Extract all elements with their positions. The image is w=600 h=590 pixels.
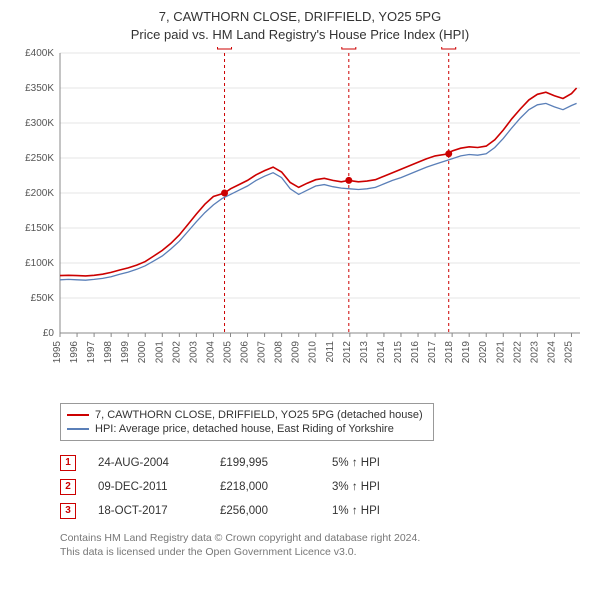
x-tick-label: 1995 [52,341,63,364]
chart-area: £0 £50K £100K £150K £200K £250K £300K £350K £400… [10,47,590,397]
line-chart-svg: £0 £50K £100K £150K £200K £250K £300K £350K £400… [10,47,590,397]
y-tick-label: £0 [43,328,55,339]
marker-box-label: 2 [346,47,352,49]
y-tick-label: £50K [31,293,55,304]
marker-dot [445,150,452,157]
legend-swatch [67,414,89,416]
x-tick-label: 2013 [359,341,370,364]
event-price: £256,000 [220,505,310,517]
y-tick-label: £300K [25,118,54,129]
event-date: 18-OCT-2017 [98,505,198,517]
legend-item: 7, CAWTHORN CLOSE, DRIFFIELD, YO25 5PG (… [67,408,423,422]
y-tick-label: £400K [25,48,54,59]
y-tick-label: £350K [25,83,54,94]
title-line-2: Price paid vs. HM Land Registry's House … [10,26,590,44]
legend-swatch [67,428,89,430]
x-tick-label: 2022 [512,341,523,364]
event-row: 1 24-AUG-2004 £199,995 5% ↑ HPI [60,451,590,475]
x-tick-label: 2019 [461,341,472,364]
event-marker-icon: 1 [60,455,76,471]
event-row: 2 09-DEC-2011 £218,000 3% ↑ HPI [60,475,590,499]
marker-box-label: 1 [222,47,228,49]
x-tick-label: 2025 [563,341,574,364]
marker-box-label: 3 [446,47,452,49]
x-tick-label: 2009 [291,341,302,364]
legend-item: HPI: Average price, detached house, East… [67,422,423,436]
title-line-1: 7, CAWTHORN CLOSE, DRIFFIELD, YO25 5PG [10,8,590,26]
x-tick-label: 2007 [257,341,268,364]
event-date: 24-AUG-2004 [98,457,198,469]
footer-line-1: Contains HM Land Registry data © Crown c… [60,531,590,545]
x-tick-label: 1997 [86,341,97,364]
y-tick-label: £250K [25,153,54,164]
page-root: 7, CAWTHORN CLOSE, DRIFFIELD, YO25 5PG P… [0,0,600,590]
event-date: 09-DEC-2011 [98,481,198,493]
x-tick-label: 2010 [308,341,319,364]
legend-label: 7, CAWTHORN CLOSE, DRIFFIELD, YO25 5PG (… [95,409,423,421]
event-marker-icon: 3 [60,503,76,519]
x-tick-label: 2024 [546,341,557,364]
footer-text: Contains HM Land Registry data © Crown c… [60,531,590,559]
y-tick-label: £150K [25,223,54,234]
x-tick-label: 1996 [69,341,80,364]
x-tick-label: 2006 [240,341,251,364]
event-hpi: 5% ↑ HPI [332,457,380,469]
x-tick-label: 2014 [376,341,387,364]
x-tick-label: 2000 [137,341,148,364]
event-marker-icon: 2 [60,479,76,495]
x-tick-label: 2002 [171,341,182,364]
x-tick-label: 2017 [427,341,438,364]
x-tick-label: 2023 [529,341,540,364]
x-tick-label: 2016 [410,341,421,364]
x-tick-label: 2021 [495,341,506,364]
event-hpi: 3% ↑ HPI [332,481,380,493]
x-tick-label: 2005 [222,341,233,364]
price-events-table: 1 24-AUG-2004 £199,995 5% ↑ HPI 2 09-DEC-2011… [60,451,590,523]
x-tick-label: 2018 [444,341,455,364]
x-tick-label: 1998 [103,341,114,364]
y-tick-label: £200K [25,188,54,199]
event-price: £199,995 [220,457,310,469]
x-tick-label: 2008 [274,341,285,364]
x-tick-label: 2011 [325,341,336,363]
y-tick-label: £100K [25,258,54,269]
event-price: £218,000 [220,481,310,493]
footer-line-2: This data is licensed under the Open Gov… [60,545,590,559]
x-tick-label: 2015 [393,341,404,364]
x-tick-label: 1999 [120,341,131,364]
event-row: 3 18-OCT-2017 £256,000 1% ↑ HPI [60,499,590,523]
legend-box: 7, CAWTHORN CLOSE, DRIFFIELD, YO25 5PG (… [60,403,434,441]
marker-dot [221,190,228,197]
legend-label: HPI: Average price, detached house, East… [95,423,394,435]
x-tick-label: 2012 [342,341,353,364]
x-tick-label: 2003 [188,341,199,364]
x-tick-label: 2004 [205,341,216,364]
event-hpi: 1% ↑ HPI [332,505,380,517]
x-tick-label: 2001 [154,341,165,364]
marker-dot [345,177,352,184]
x-tick-label: 2020 [478,341,489,364]
